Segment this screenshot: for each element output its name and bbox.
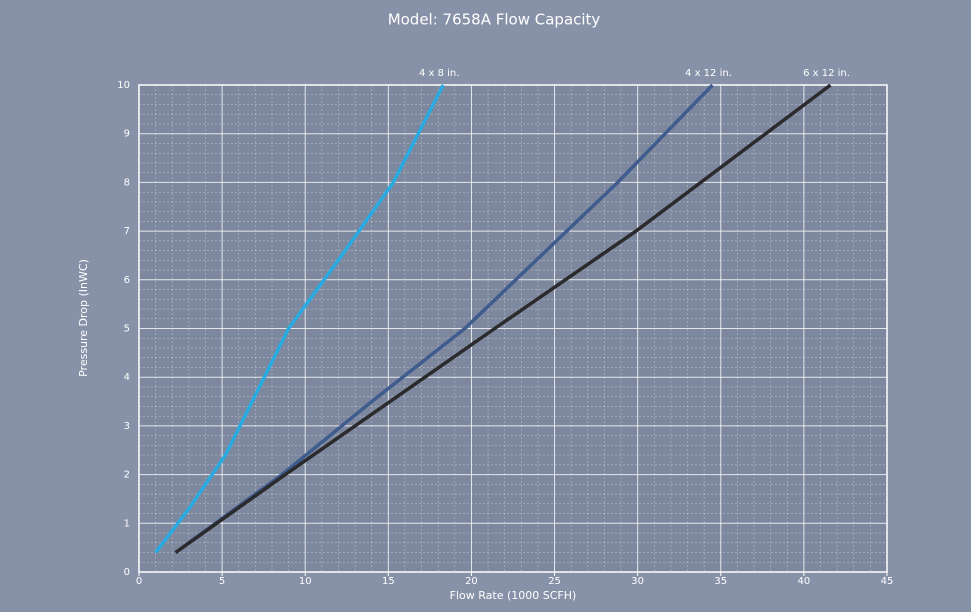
x-tick-label: 25 <box>548 576 561 587</box>
x-tick-label: 20 <box>465 576 478 587</box>
y-tick-label: 9 <box>124 129 130 140</box>
y-tick-label: 0 <box>124 567 130 578</box>
y-axis-label: Pressure Drop (InWC) <box>77 259 90 377</box>
x-tick-label: 35 <box>714 576 727 587</box>
y-tick-label: 10 <box>117 80 130 91</box>
series-label: 4 x 8 in. <box>419 68 459 79</box>
series-label: 4 x 12 in. <box>685 68 732 79</box>
y-tick-label: 4 <box>124 372 130 383</box>
x-axis-label: Flow Rate (1000 SCFH) <box>450 589 577 602</box>
x-tick-label: 5 <box>219 576 225 587</box>
y-tick-label: 7 <box>124 226 130 237</box>
x-tick-label: 40 <box>798 576 811 587</box>
y-tick-label: 2 <box>124 470 130 481</box>
x-tick-label: 45 <box>881 576 894 587</box>
x-tick-label: 0 <box>136 576 142 587</box>
series-line <box>154 84 445 554</box>
y-tick-label: 6 <box>124 275 130 286</box>
x-tick-label: 15 <box>382 576 395 587</box>
y-tick-label: 3 <box>124 421 130 432</box>
y-tick-label: 8 <box>124 177 130 188</box>
y-tick-label: 1 <box>124 518 130 529</box>
y-tick-label: 5 <box>124 324 130 335</box>
series-line <box>174 83 832 554</box>
series-label: 6 x 12 in. <box>803 68 850 79</box>
chart-title: Model: 7658A Flow Capacity <box>388 11 601 29</box>
x-tick-label: 10 <box>299 576 312 587</box>
x-tick-label: 30 <box>631 576 644 587</box>
